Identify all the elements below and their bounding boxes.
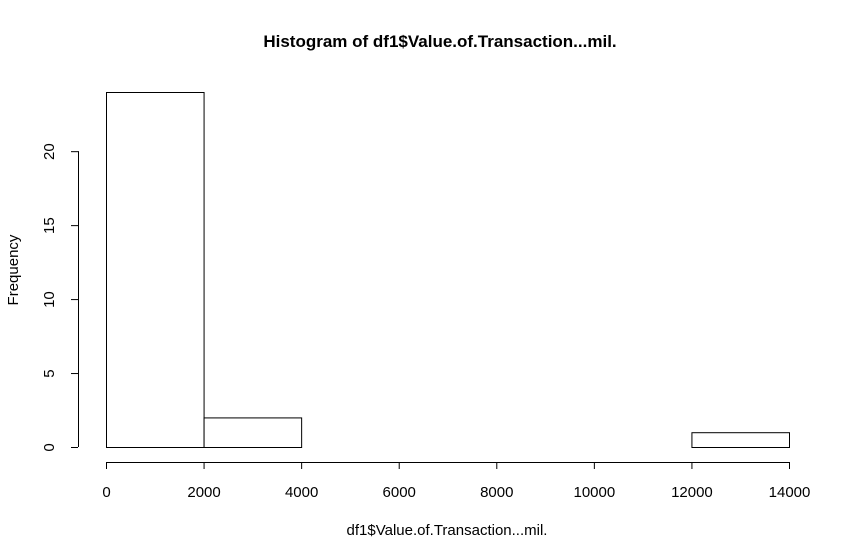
y-axis: 0 5 10 15 20	[41, 143, 79, 452]
y-tick-label: 15	[41, 217, 58, 234]
x-tick-label: 8000	[480, 484, 513, 501]
y-tick-label: 0	[41, 443, 58, 451]
x-tick-label: 6000	[383, 484, 416, 501]
x-tick-label: 0	[102, 484, 110, 501]
histogram-bar-6	[691, 432, 791, 449]
x-tick-label: 10000	[573, 484, 615, 501]
y-tick-label: 10	[41, 291, 58, 308]
chart-title: Histogram of df1$Value.of.Transaction...…	[263, 32, 616, 51]
histogram-bar-1	[203, 417, 303, 448]
x-axis-label: df1$Value.of.Transaction...mil.	[347, 522, 548, 539]
y-tick-label: 5	[41, 369, 58, 377]
histogram-bar-0	[106, 92, 205, 448]
x-tick-label: 14000	[769, 484, 811, 501]
bars-group	[106, 92, 791, 449]
x-axis: 0 2000 4000 6000 8000 10000 12000 14000	[102, 462, 810, 501]
x-tick-label: 2000	[187, 484, 220, 501]
x-tick-label: 12000	[671, 484, 713, 501]
x-tick-label: 4000	[285, 484, 318, 501]
y-tick-label: 20	[41, 143, 58, 160]
y-axis-label: Frequency	[5, 234, 22, 305]
